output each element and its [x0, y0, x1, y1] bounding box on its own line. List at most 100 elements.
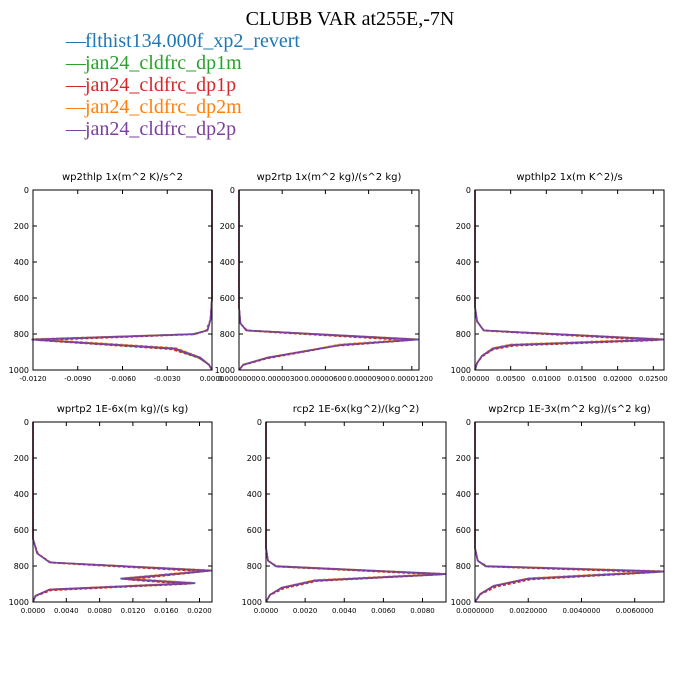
x-tick-label: 0.01000 [532, 375, 561, 383]
x-tick-label: 0.0160 [154, 607, 179, 615]
y-tick-label: 1000 [451, 598, 471, 607]
legend-entry: — jan24_cldfrc_dp1m [66, 52, 300, 74]
x-tick-label: 0.0120 [121, 607, 146, 615]
plot-frame [474, 421, 665, 603]
series-line [32, 422, 210, 603]
plot-frame [238, 189, 420, 371]
y-tick-label: 200 [14, 454, 29, 463]
x-tick-label: 0.01500 [568, 375, 597, 383]
x-tick-label: -0.0090 [64, 375, 91, 383]
series-line [474, 422, 665, 603]
y-tick-label: 400 [456, 258, 471, 267]
series-line [32, 422, 213, 603]
y-tick-label: 1000 [9, 366, 29, 375]
x-tick-label: 0.0200 [187, 607, 212, 615]
legend-label: jan24_cldfrc_dp1p [85, 74, 237, 96]
x-tick-label: 0.0000 [21, 607, 46, 615]
x-tick-label: 0.00000900 [347, 375, 389, 383]
y-tick-label: 0 [230, 186, 235, 195]
legend-label: flthist134.000f_xp2_revert [85, 30, 300, 52]
series-line [474, 422, 662, 603]
x-tick-label: 0.00000 [461, 375, 490, 383]
x-tick-label: 0.02500 [639, 375, 668, 383]
plot-frame [32, 189, 213, 371]
chart-panel: wp2rcp 1E-3x(m^2 kg)/(s^2 kg) 0 200 400 600 8… [451, 404, 665, 615]
series-line [474, 422, 657, 603]
chart-title: rcp2 1E-6x(kg^2)/(kg^2) [293, 404, 420, 415]
x-tick-label: 0.0040 [54, 607, 79, 615]
y-tick-label: 800 [14, 562, 29, 571]
plot-frame [265, 421, 447, 603]
x-tick-label: 0.00001200 [391, 375, 433, 383]
y-tick-label: 0 [466, 418, 471, 427]
y-tick-label: 1000 [215, 366, 235, 375]
y-tick-label: 200 [456, 454, 471, 463]
y-tick-label: 1000 [451, 366, 471, 375]
series-line [32, 422, 208, 603]
chart-panel: wp2rtp 1x(m^2 kg)/(s^2 kg) 0 200 400 600 800 1… [215, 172, 433, 383]
x-tick-label: 0.00000000 [218, 375, 260, 383]
chart-title: wp2thlp 1x(m^2 K)/s^2 [62, 172, 183, 183]
legend-label: jan24_cldfrc_dp2p [85, 118, 237, 140]
series-line [265, 422, 447, 603]
chart-panel: wprtp2 1E-6x(m kg)/(s kg) 0 200 400 600 800 10… [9, 404, 213, 615]
x-tick-label: 0.0020000 [509, 607, 547, 615]
y-tick-label: 400 [220, 258, 235, 267]
legend-entry: — jan24_cldfrc_dp2m [66, 96, 300, 118]
y-tick-label: 800 [247, 562, 262, 571]
y-tick-label: 1000 [242, 598, 262, 607]
chart-title: wp2rtp 1x(m^2 kg)/(s^2 kg) [257, 172, 402, 183]
y-tick-label: 600 [456, 294, 471, 303]
y-tick-label: 600 [247, 526, 262, 535]
y-tick-label: 1000 [9, 598, 29, 607]
chart-title: wpthlp2 1x(m K^2)/s [516, 172, 622, 183]
y-tick-label: 200 [456, 222, 471, 231]
y-tick-label: 200 [14, 222, 29, 231]
y-tick-label: 800 [220, 330, 235, 339]
series-line [474, 422, 665, 603]
y-tick-label: 800 [456, 562, 471, 571]
x-tick-label: 0.0080 [410, 607, 435, 615]
y-tick-label: 600 [14, 526, 29, 535]
x-tick-label: 0.0000 [200, 375, 225, 383]
y-tick-label: 0 [466, 186, 471, 195]
legend-label: jan24_cldfrc_dp2m [85, 96, 242, 118]
y-tick-label: 200 [247, 454, 262, 463]
legend: — flthist134.000f_xp2_revert — jan24_cld… [66, 30, 300, 140]
y-tick-label: 0 [24, 418, 29, 427]
series-line [474, 190, 664, 371]
x-tick-label: 0.0060 [371, 607, 396, 615]
y-tick-label: 800 [14, 330, 29, 339]
legend-entry: — flthist134.000f_xp2_revert [66, 30, 300, 52]
y-tick-label: 400 [14, 258, 29, 267]
series-line [32, 190, 213, 371]
chart-title: wp2rcp 1E-3x(m^2 kg)/(s^2 kg) [488, 404, 651, 415]
x-tick-label: 0.0080 [87, 607, 112, 615]
chart-panel: rcp2 1E-6x(kg^2)/(kg^2) 0 200 400 600 800 1000… [242, 404, 447, 615]
page-title: CLUBB VAR at255E,-7N [245, 8, 455, 30]
series-line [474, 422, 662, 603]
chart-title: wprtp2 1E-6x(m kg)/(s kg) [57, 404, 189, 415]
y-tick-label: 600 [14, 294, 29, 303]
x-tick-label: 0.00000300 [261, 375, 303, 383]
series-line [238, 190, 409, 371]
x-tick-label: -0.0060 [109, 375, 136, 383]
chart-panel: wp2thlp 1x(m^2 K)/s^202004006008001000-0… [9, 172, 225, 383]
plot-frame [32, 421, 213, 603]
legend-entry: — jan24_cldfrc_dp1p [66, 74, 300, 96]
x-tick-label: -0.0030 [154, 375, 181, 383]
y-tick-label: 600 [220, 294, 235, 303]
x-tick-label: 0.0000 [254, 607, 279, 615]
series-line [31, 190, 213, 371]
y-tick-label: 400 [247, 490, 262, 499]
x-tick-label: 0.0020 [293, 607, 318, 615]
x-tick-label: 0.0060000 [616, 607, 654, 615]
x-tick-label: 0.0040000 [563, 607, 601, 615]
series-line [35, 190, 213, 371]
y-tick-label: 0 [257, 418, 262, 427]
plot-frame [474, 189, 665, 371]
series-line [238, 190, 415, 371]
x-tick-label: 0.0000000 [456, 607, 494, 615]
x-tick-label: 0.02000 [603, 375, 632, 383]
